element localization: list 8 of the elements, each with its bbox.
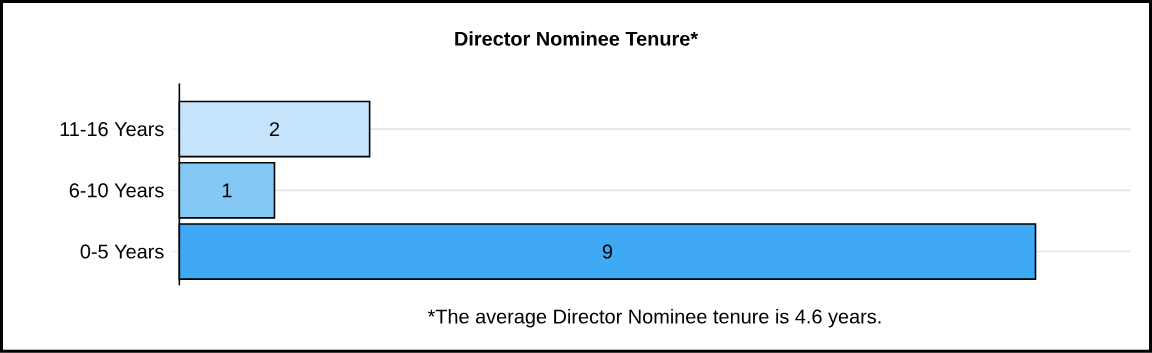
chart-title: Director Nominee Tenure* [455,31,699,46]
data-label: 2 [269,122,280,137]
data-label: 9 [602,244,613,259]
data-label: 1 [222,183,232,198]
y-tick-label: 0-5 Years [80,244,164,259]
y-tick-label: 11-16 Years [60,122,164,137]
y-tick-label: 6-10 Years [69,183,164,198]
text: *The average Director Nominee tenure is 4.6 years. [427,309,881,328]
